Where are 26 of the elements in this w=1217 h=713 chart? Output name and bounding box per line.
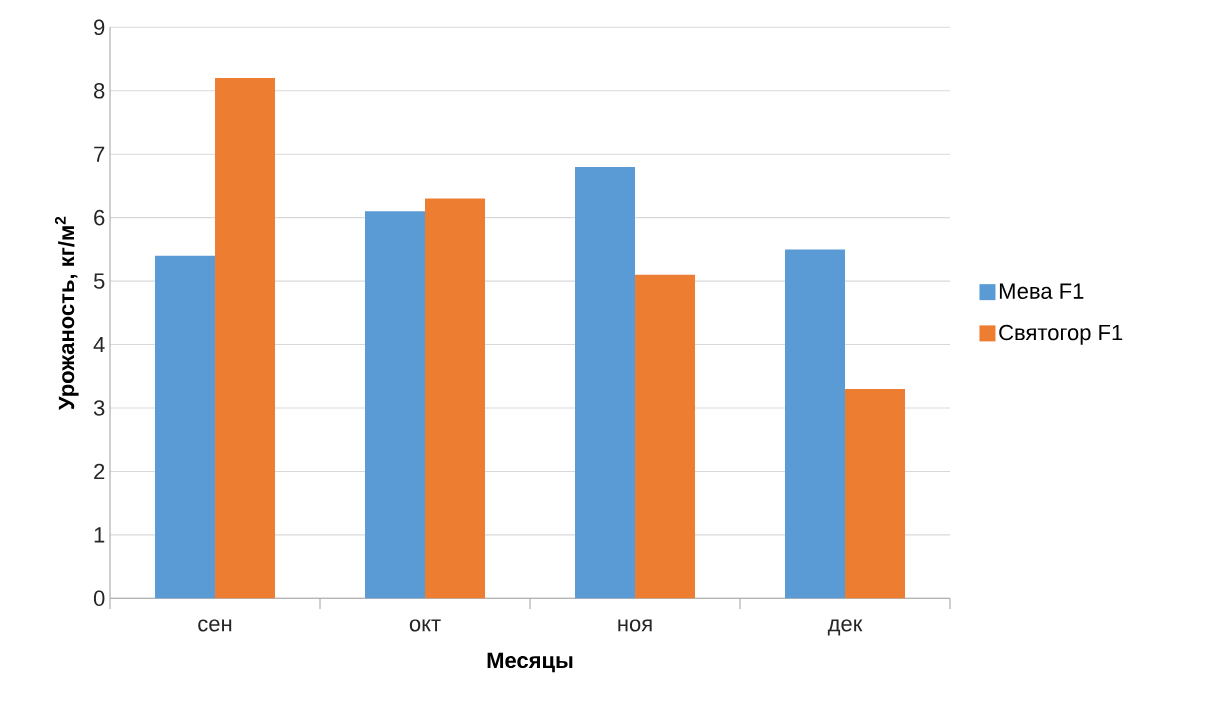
y-tick-label: 0	[93, 590, 105, 607]
bar	[635, 274, 696, 599]
x-axis-title: Месяцы	[487, 652, 573, 673]
legend-label: Святогор F1	[999, 324, 1123, 345]
x-tick-label: сен	[198, 619, 232, 632]
y-tick-label: 8	[94, 82, 105, 99]
bar	[215, 78, 276, 599]
x-tick-label: дек	[827, 619, 863, 636]
y-tick-label: 2	[94, 463, 105, 480]
y-tick-label: 6	[94, 209, 105, 226]
x-tick-label: окт	[409, 619, 441, 632]
bar	[785, 249, 845, 599]
y-tick-label: 5	[93, 273, 105, 289]
y-tick-label: 9	[94, 19, 105, 36]
legend-label: Мева F1	[999, 283, 1084, 299]
y-tick-label: 1	[94, 527, 105, 543]
bar	[425, 198, 486, 599]
y-tick-label: 7	[94, 146, 105, 162]
x-tick-label: ноя	[618, 619, 652, 632]
bar	[155, 255, 216, 599]
y-tick-label: 3	[93, 400, 105, 416]
bar	[575, 166, 636, 599]
bar	[845, 388, 906, 599]
y-axis-title: Урожаность, кг/м$^{2}$	[54, 216, 79, 411]
bar	[365, 211, 426, 599]
y-tick-label: 4	[93, 336, 105, 353]
